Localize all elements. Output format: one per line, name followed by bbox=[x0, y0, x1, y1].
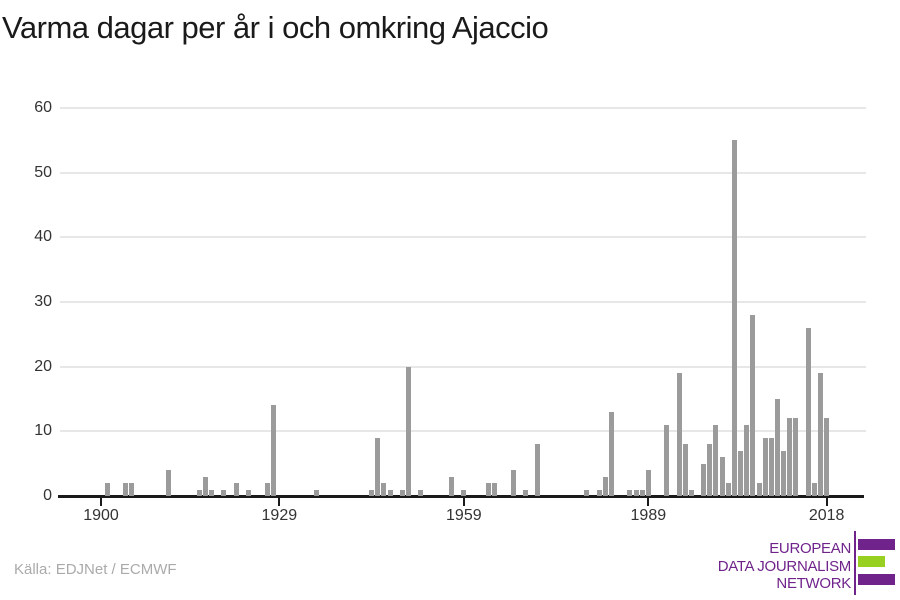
bar-year-1928 bbox=[270, 405, 276, 496]
bar-year-2010 bbox=[774, 398, 780, 496]
bar-year-1981 bbox=[596, 489, 602, 496]
y-axis-tick-label: 50 bbox=[34, 163, 52, 181]
x-axis-tick-label: 1900 bbox=[83, 507, 119, 524]
bar-year-1924 bbox=[246, 489, 252, 496]
bar-year-2000 bbox=[713, 424, 719, 496]
y-axis-tick-label: 0 bbox=[43, 487, 52, 504]
bar-year-1967 bbox=[510, 470, 516, 496]
bar-year-1987 bbox=[633, 489, 639, 496]
bar-year-2007 bbox=[756, 483, 762, 496]
bar-year-1904 bbox=[123, 483, 129, 496]
bar-year-1982 bbox=[602, 476, 608, 496]
bar-year-2003 bbox=[731, 140, 737, 496]
bar-year-1927 bbox=[264, 483, 270, 496]
bar-year-1992 bbox=[664, 424, 670, 496]
bar-year-1949 bbox=[399, 489, 405, 496]
bar-year-1994 bbox=[676, 373, 682, 496]
bar-year-1920 bbox=[221, 489, 227, 496]
bar-year-2005 bbox=[744, 424, 750, 496]
bar-year-2008 bbox=[762, 437, 768, 496]
bar-year-1911 bbox=[166, 470, 172, 496]
bar-year-1918 bbox=[209, 489, 215, 496]
bar-year-1986 bbox=[627, 489, 633, 496]
bar-year-1935 bbox=[313, 489, 319, 496]
bar-year-1901 bbox=[104, 483, 110, 496]
bar-year-2004 bbox=[738, 450, 744, 496]
bar-year-2009 bbox=[768, 437, 774, 496]
bar-year-1996 bbox=[688, 489, 694, 496]
y-gridline bbox=[60, 171, 866, 174]
y-gridline bbox=[60, 430, 866, 433]
bar-year-1995 bbox=[682, 444, 688, 496]
edjnet-logo-bar-bottom bbox=[858, 574, 895, 585]
bar-year-2016 bbox=[811, 483, 817, 496]
bar-year-2013 bbox=[793, 418, 799, 496]
y-gridline bbox=[60, 236, 866, 239]
y-gridline bbox=[60, 106, 866, 109]
bar-year-1979 bbox=[584, 489, 590, 496]
bar-year-2015 bbox=[805, 327, 811, 496]
bar-year-1905 bbox=[129, 483, 135, 496]
y-axis-tick-label: 10 bbox=[34, 422, 52, 440]
x-axis-tick-mark bbox=[825, 497, 828, 506]
x-axis-tick-mark bbox=[278, 497, 281, 506]
edjnet-logo-divider bbox=[854, 531, 856, 595]
bar-year-1957 bbox=[449, 476, 455, 496]
y-gridline bbox=[60, 365, 866, 368]
bar-year-1922 bbox=[233, 483, 239, 496]
bar-year-2002 bbox=[725, 483, 731, 496]
bar-year-1947 bbox=[387, 489, 393, 496]
bar-year-1963 bbox=[485, 483, 491, 496]
x-axis-tick-mark bbox=[100, 497, 102, 506]
bar-year-1971 bbox=[535, 444, 541, 496]
y-axis-tick-label: 20 bbox=[34, 357, 52, 375]
bar-year-1959 bbox=[461, 489, 467, 496]
bar-year-2012 bbox=[787, 418, 793, 496]
edjnet-logo-bar-middle bbox=[858, 556, 885, 567]
logo-line-network: NETWORK bbox=[776, 575, 851, 592]
edjnet-logo-text: EUROPEAN DATA JOURNALISM NETWORK bbox=[717, 540, 852, 593]
y-gridline bbox=[60, 300, 866, 303]
y-axis-tick-label: 30 bbox=[34, 292, 52, 310]
logo-line-data-journalism: DATA JOURNALISM bbox=[717, 557, 852, 575]
y-axis-tick-label: 60 bbox=[34, 98, 52, 116]
bar-year-1946 bbox=[381, 483, 387, 496]
bar-year-1969 bbox=[522, 489, 528, 496]
x-axis-tick-label: 2018 bbox=[808, 507, 845, 524]
bar-year-1988 bbox=[639, 489, 645, 496]
bar-year-1952 bbox=[418, 489, 424, 496]
edjnet-logo: EUROPEAN DATA JOURNALISM NETWORK bbox=[650, 530, 900, 600]
bar-year-2018 bbox=[824, 418, 830, 496]
bar-year-2017 bbox=[818, 373, 823, 496]
bar-year-2011 bbox=[781, 450, 787, 496]
bar-year-1989 bbox=[645, 470, 651, 496]
chart-title: Varma dagar per år i och omkring Ajaccio bbox=[2, 10, 549, 45]
bar-year-1916 bbox=[196, 489, 202, 496]
edjnet-logo-bar-top bbox=[858, 539, 895, 550]
x-axis-tick-label: 1929 bbox=[261, 507, 298, 524]
source-label: Källa: EDJNet / ECMWF bbox=[14, 561, 177, 578]
bar-year-1998 bbox=[701, 463, 707, 496]
x-axis-line bbox=[58, 494, 864, 498]
logo-line-european: EUROPEAN bbox=[769, 540, 851, 557]
x-axis-tick-label: 1989 bbox=[630, 507, 667, 524]
bar-year-1917 bbox=[203, 476, 209, 496]
bar-year-2006 bbox=[750, 314, 756, 496]
bar-year-1950 bbox=[405, 366, 411, 496]
bar-year-1964 bbox=[492, 483, 498, 496]
bar-year-1999 bbox=[707, 444, 713, 496]
x-axis-tick-mark bbox=[647, 497, 650, 506]
bar-year-1945 bbox=[375, 437, 381, 496]
y-axis-tick-label: 40 bbox=[34, 228, 52, 246]
bar-year-2001 bbox=[719, 457, 725, 496]
bar-year-1983 bbox=[608, 411, 614, 496]
bar-year-1944 bbox=[369, 489, 375, 496]
x-axis-tick-label: 1959 bbox=[446, 507, 482, 524]
x-axis-tick-mark bbox=[462, 497, 465, 506]
